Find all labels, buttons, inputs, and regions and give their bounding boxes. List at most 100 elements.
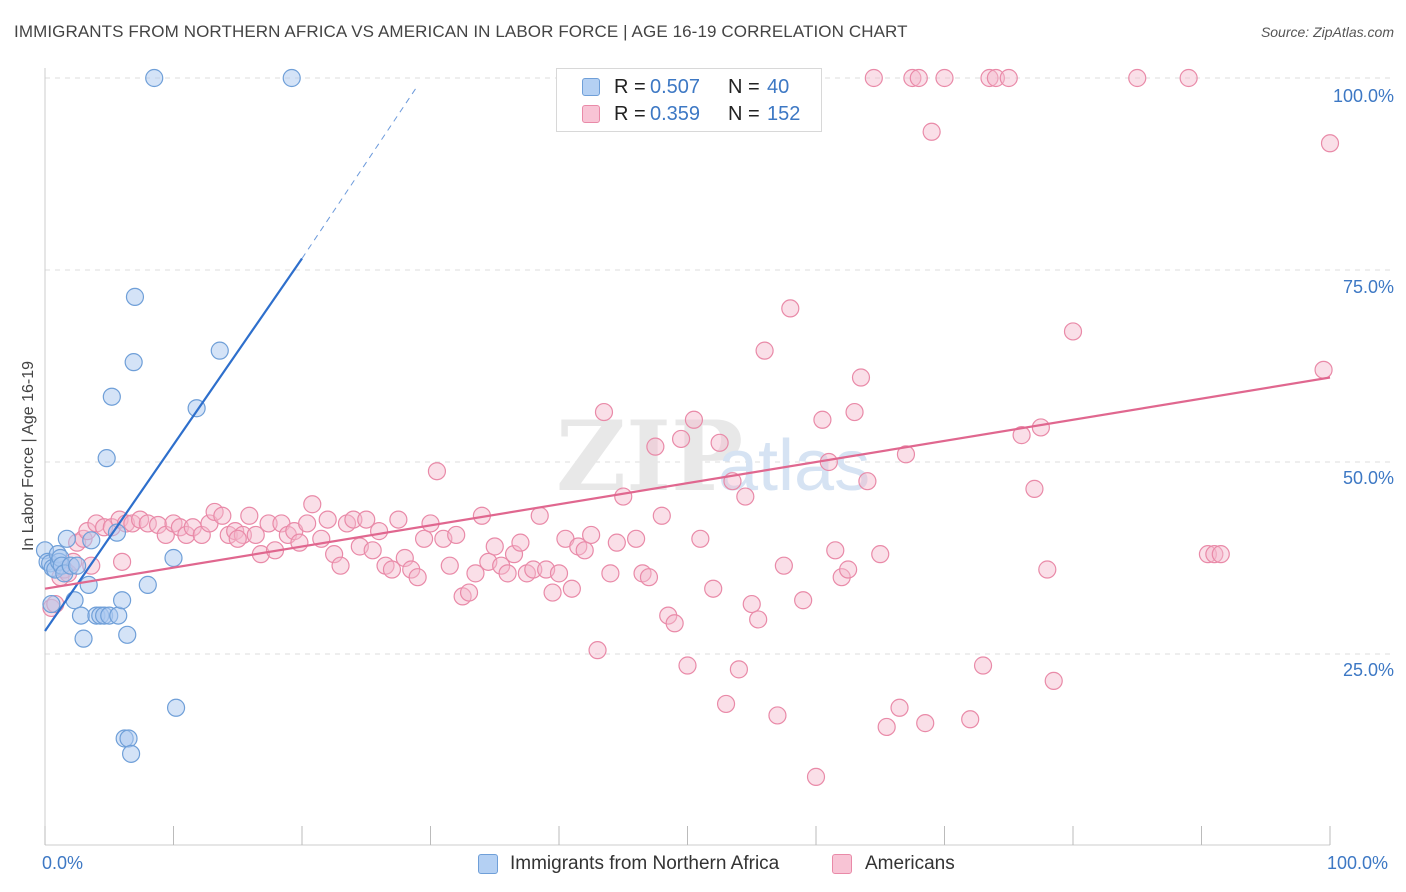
americans-point	[742, 594, 761, 614]
y-tick-label-100: 100.0%	[1332, 86, 1394, 106]
americans-point	[530, 506, 549, 525]
americans-point	[466, 564, 485, 583]
americans-point	[839, 560, 858, 579]
americans-point	[447, 525, 466, 545]
americans-point	[665, 614, 684, 633]
americans-point	[973, 656, 993, 675]
americans-point	[318, 510, 337, 529]
americans-point	[303, 495, 322, 514]
americans-point	[652, 506, 671, 525]
americans-point	[678, 656, 697, 675]
americans-point	[890, 698, 909, 717]
americans-point	[246, 525, 265, 545]
americans-point	[704, 579, 723, 598]
americans-point	[774, 556, 793, 575]
americans-point	[1179, 68, 1198, 88]
legend-swatch-pink	[582, 105, 600, 123]
legend-row-immigrants: R = 0.507 N = 40	[557, 74, 821, 100]
americans-point	[626, 529, 646, 548]
americans-point	[999, 68, 1018, 88]
americans-point	[213, 506, 232, 525]
americans-point	[549, 564, 569, 583]
americans-point	[794, 591, 813, 610]
americans-point	[671, 429, 691, 449]
immigrants-point	[97, 449, 116, 468]
americans-point	[325, 545, 344, 564]
immigrants-point	[107, 523, 127, 542]
americans-point	[851, 368, 871, 387]
legend-n-label: N =	[728, 76, 760, 98]
immigrants-point	[65, 591, 84, 610]
immigrants-point	[109, 606, 128, 625]
americans-point	[684, 410, 704, 429]
americans-point	[871, 545, 890, 564]
legend-r-label: R =	[614, 76, 646, 98]
americans-point	[896, 445, 916, 464]
americans-point	[331, 556, 350, 575]
americans-point	[1314, 360, 1333, 379]
americans-point	[755, 341, 774, 360]
americans-point	[459, 583, 479, 602]
americans-point	[845, 402, 864, 422]
bottom-legend-immigrants: Immigrants from Northern Africa	[478, 852, 818, 876]
americans-point	[716, 694, 736, 714]
y-axis-title: In Labor Force | Age 16-19	[20, 360, 37, 552]
bottom-swatch-blue	[478, 854, 498, 874]
americans-point	[370, 522, 389, 541]
americans-point	[916, 714, 935, 733]
x-tick-label-max: 100.0%	[1327, 853, 1389, 873]
americans-point	[903, 68, 922, 88]
immigrants-point	[210, 341, 229, 360]
americans-point	[1198, 545, 1218, 564]
americans-point	[729, 660, 749, 679]
americans-point	[543, 583, 562, 602]
americans-point	[228, 529, 247, 548]
americans-point	[382, 560, 402, 579]
immigrants-point	[102, 387, 121, 406]
americans-point	[607, 533, 626, 552]
immigrants-point	[74, 629, 93, 648]
americans-point	[639, 568, 659, 587]
bottom-legend-label: Americans	[865, 853, 955, 874]
trend-lines	[44, 85, 1331, 632]
americans-point	[259, 514, 278, 533]
immigrants-points	[35, 68, 301, 763]
americans-point	[298, 514, 317, 533]
americans-point	[588, 641, 607, 660]
americans-point	[427, 462, 447, 481]
bottom-legend-americans: Americans	[832, 852, 992, 876]
immigrants-point	[82, 531, 101, 550]
americans-point	[646, 437, 665, 456]
americans-point	[1031, 418, 1050, 437]
americans-point	[961, 710, 980, 729]
americans-point	[414, 529, 434, 548]
americans-point	[909, 68, 928, 88]
immigrants-point	[119, 729, 138, 748]
americans-point	[710, 433, 729, 452]
immigrants-point	[112, 591, 132, 610]
americans-point	[240, 506, 259, 525]
chart-title: IMMIGRANTS FROM NORTHERN AFRICA VS AMERI…	[14, 22, 908, 41]
americans-point	[819, 452, 838, 472]
y-tick-label-25: 25.0%	[1342, 660, 1394, 680]
americans-point	[1320, 134, 1340, 153]
immigrants-point	[118, 625, 137, 644]
legend-row-americans: R = 0.359 N = 152	[557, 101, 821, 127]
grid-layer	[45, 77, 1390, 655]
immigrants-point	[138, 575, 157, 594]
immigrants-point	[166, 698, 186, 717]
americans-point	[504, 545, 524, 564]
americans-point	[1044, 671, 1063, 690]
americans-point	[524, 560, 543, 579]
americans-point	[148, 515, 168, 535]
americans-point	[614, 487, 633, 506]
legend-swatch-blue	[582, 78, 600, 96]
americans-point	[408, 568, 427, 587]
americans-point	[1211, 545, 1230, 564]
americans-point	[594, 402, 614, 422]
watermark-zip: ZIP	[556, 400, 743, 513]
americans-point	[980, 68, 999, 88]
legend-r-value: 0.359	[650, 103, 701, 125]
bottom-legend-label: Immigrants from Northern Africa	[510, 853, 780, 874]
